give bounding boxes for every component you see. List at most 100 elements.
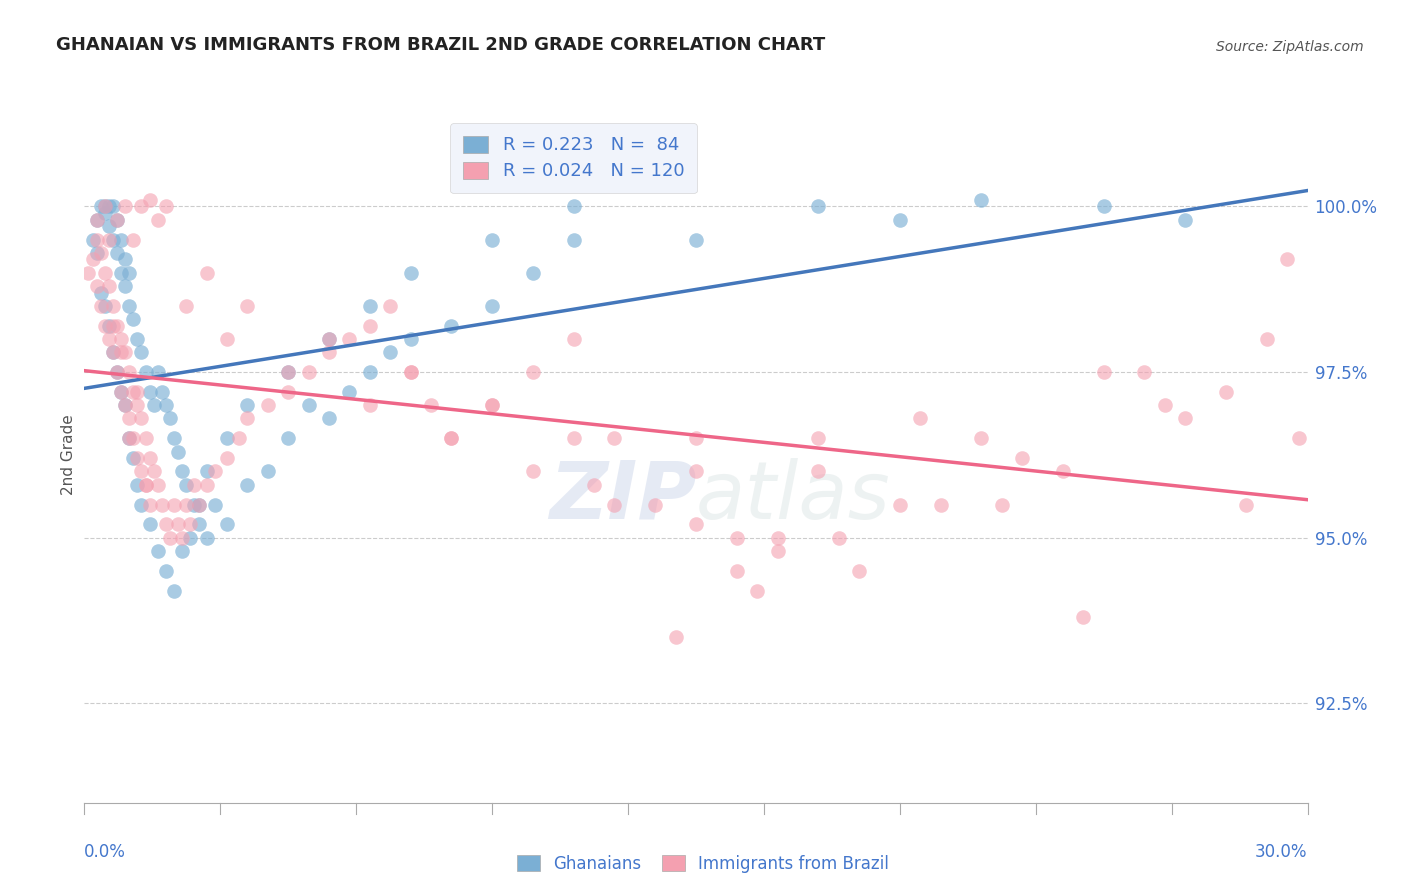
Point: [562, 233, 585, 247]
Point: [277, 365, 299, 379]
Point: [603, 498, 626, 512]
Point: [138, 498, 160, 512]
Point: [146, 544, 169, 558]
Point: [122, 431, 145, 445]
Point: [217, 451, 239, 466]
Point: [110, 332, 132, 346]
Point: [1277, 252, 1299, 267]
Point: [298, 365, 321, 379]
Point: [1236, 498, 1258, 512]
Point: [440, 318, 463, 333]
Point: [399, 266, 422, 280]
Point: [110, 384, 132, 399]
Point: [118, 411, 141, 425]
Point: [122, 384, 145, 399]
Point: [277, 365, 299, 379]
Point: [204, 465, 226, 479]
Legend: R = 0.223   N =  84, R = 0.024   N = 120: R = 0.223 N = 84, R = 0.024 N = 120: [450, 123, 697, 194]
Point: [86, 212, 108, 227]
Point: [110, 266, 132, 280]
Point: [163, 583, 186, 598]
Point: [236, 477, 259, 491]
Point: [359, 398, 381, 412]
Point: [131, 345, 153, 359]
Point: [110, 345, 132, 359]
Point: [318, 332, 340, 346]
Point: [195, 266, 218, 280]
Point: [910, 411, 932, 425]
Point: [101, 345, 124, 359]
Point: [127, 451, 149, 466]
Point: [1011, 451, 1033, 466]
Point: [440, 431, 463, 445]
Point: [1256, 332, 1278, 346]
Point: [97, 318, 120, 333]
Text: Source: ZipAtlas.com: Source: ZipAtlas.com: [1216, 39, 1364, 54]
Point: [138, 517, 160, 532]
Point: [583, 477, 606, 491]
Point: [183, 498, 205, 512]
Point: [339, 332, 361, 346]
Point: [179, 517, 201, 532]
Point: [807, 465, 830, 479]
Point: [101, 299, 124, 313]
Point: [93, 299, 117, 313]
Point: [86, 279, 108, 293]
Point: [101, 233, 124, 247]
Point: [135, 365, 157, 379]
Point: [257, 398, 280, 412]
Point: [97, 332, 120, 346]
Point: [118, 431, 141, 445]
Point: [174, 498, 197, 512]
Point: [399, 365, 422, 379]
Text: 30.0%: 30.0%: [1256, 843, 1308, 861]
Text: atlas: atlas: [696, 458, 891, 536]
Point: [172, 544, 194, 558]
Point: [217, 517, 239, 532]
Point: [146, 477, 169, 491]
Point: [142, 465, 165, 479]
Point: [110, 233, 132, 247]
Point: [114, 279, 136, 293]
Point: [339, 384, 361, 399]
Point: [522, 365, 544, 379]
Point: [298, 398, 321, 412]
Point: [159, 411, 181, 425]
Point: [146, 212, 169, 227]
Point: [86, 245, 108, 260]
Point: [766, 544, 789, 558]
Point: [481, 299, 503, 313]
Point: [187, 498, 209, 512]
Point: [929, 498, 952, 512]
Point: [93, 318, 117, 333]
Point: [82, 252, 104, 267]
Point: [127, 384, 149, 399]
Point: [685, 233, 707, 247]
Point: [118, 365, 141, 379]
Point: [163, 431, 186, 445]
Point: [766, 531, 789, 545]
Point: [359, 318, 381, 333]
Text: ZIP: ZIP: [548, 458, 696, 536]
Point: [93, 206, 117, 220]
Point: [131, 199, 153, 213]
Point: [159, 531, 181, 545]
Point: [217, 332, 239, 346]
Point: [522, 465, 544, 479]
Point: [217, 431, 239, 445]
Point: [236, 398, 259, 412]
Point: [318, 411, 340, 425]
Point: [93, 199, 117, 213]
Point: [481, 398, 503, 412]
Point: [277, 384, 299, 399]
Point: [118, 299, 141, 313]
Point: [236, 299, 259, 313]
Point: [257, 465, 280, 479]
Point: [277, 431, 299, 445]
Point: [183, 477, 205, 491]
Point: [114, 398, 136, 412]
Point: [138, 451, 160, 466]
Point: [155, 398, 177, 412]
Point: [481, 398, 503, 412]
Text: GHANAIAN VS IMMIGRANTS FROM BRAZIL 2ND GRADE CORRELATION CHART: GHANAIAN VS IMMIGRANTS FROM BRAZIL 2ND G…: [56, 36, 825, 54]
